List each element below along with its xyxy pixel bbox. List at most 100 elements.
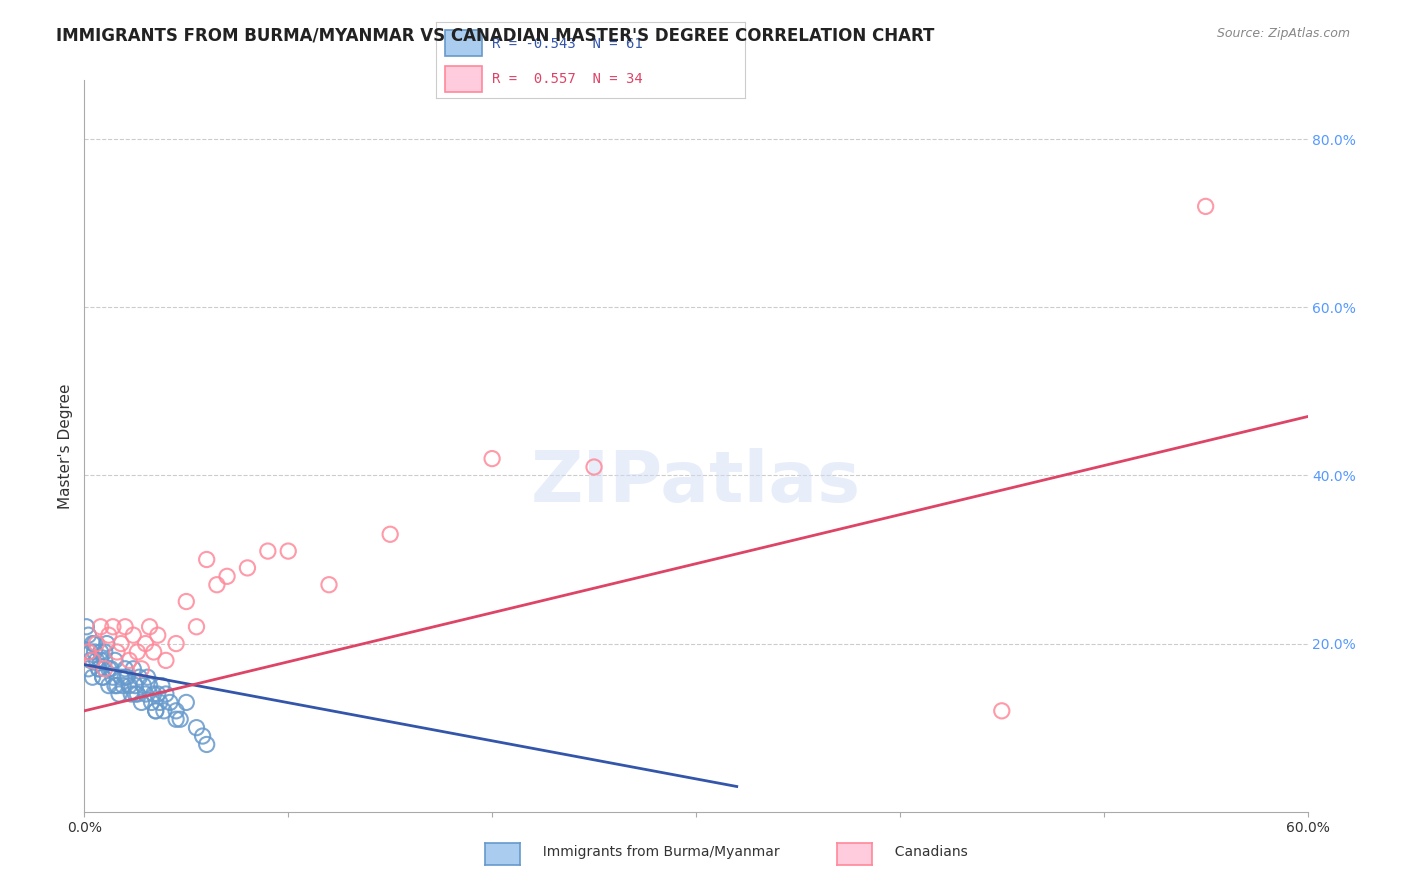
Point	[108, 687, 131, 701]
Point	[176, 594, 198, 608]
Point	[318, 578, 340, 592]
Point	[104, 679, 127, 693]
Point	[186, 721, 208, 735]
Point	[205, 578, 228, 592]
Point	[118, 653, 141, 667]
Point	[93, 653, 117, 667]
Point	[83, 645, 105, 659]
Text: R = -0.543  N = 61: R = -0.543 N = 61	[492, 37, 643, 51]
Text: R =  0.557  N = 34: R = 0.557 N = 34	[492, 72, 643, 87]
Text: Source: ZipAtlas.com: Source: ZipAtlas.com	[1216, 27, 1350, 40]
Point	[127, 645, 149, 659]
Point	[142, 687, 165, 701]
Point	[75, 620, 97, 634]
Point	[176, 695, 198, 709]
Point	[79, 653, 101, 667]
Point	[135, 687, 157, 701]
Point	[124, 687, 146, 701]
Point	[86, 653, 108, 667]
Point	[90, 620, 112, 634]
Point	[131, 662, 153, 676]
Point	[165, 704, 187, 718]
Point	[91, 670, 114, 684]
Point	[100, 662, 122, 676]
Point	[131, 695, 153, 709]
Point	[114, 670, 136, 684]
Point	[165, 636, 187, 650]
Point	[195, 738, 218, 752]
Point	[82, 636, 104, 650]
Point	[87, 662, 110, 676]
Point	[481, 451, 503, 466]
Point	[110, 670, 132, 684]
Point	[169, 712, 191, 726]
Point	[146, 687, 169, 701]
Point	[257, 544, 280, 558]
Point	[141, 695, 163, 709]
Point	[127, 687, 149, 701]
Point	[583, 460, 606, 475]
Point	[97, 679, 120, 693]
Point	[118, 679, 141, 693]
Point	[83, 636, 105, 650]
Point	[145, 704, 167, 718]
Y-axis label: Master's Degree: Master's Degree	[58, 384, 73, 508]
Point	[186, 620, 208, 634]
Point	[97, 662, 120, 676]
Point	[195, 552, 218, 566]
Point	[155, 653, 177, 667]
Point	[124, 679, 146, 693]
Text: ZIPatlas: ZIPatlas	[531, 448, 860, 517]
Point	[93, 645, 117, 659]
Text: Canadians: Canadians	[886, 845, 967, 859]
Point	[110, 636, 132, 650]
Point	[87, 662, 110, 676]
Point	[101, 620, 124, 634]
Point	[112, 679, 135, 693]
Text: Immigrants from Burma/Myanmar: Immigrants from Burma/Myanmar	[534, 845, 780, 859]
FancyBboxPatch shape	[446, 30, 482, 56]
Point	[128, 670, 150, 684]
Point	[277, 544, 299, 558]
Point	[146, 628, 169, 642]
Point	[97, 628, 120, 642]
Point	[77, 628, 100, 642]
Point	[138, 679, 160, 693]
Point	[115, 670, 138, 684]
Point	[77, 662, 100, 676]
Point	[79, 645, 101, 659]
Point	[114, 620, 136, 634]
Point	[150, 679, 173, 693]
Point	[105, 645, 128, 659]
Point	[236, 561, 259, 575]
Point	[165, 712, 187, 726]
Point	[122, 662, 145, 676]
Point	[155, 687, 177, 701]
Point	[82, 670, 104, 684]
Point	[136, 670, 159, 684]
Point	[93, 662, 117, 676]
Point	[122, 628, 145, 642]
Point	[191, 729, 214, 743]
Point	[91, 670, 114, 684]
Point	[101, 670, 124, 684]
Point	[82, 653, 104, 667]
Point	[380, 527, 402, 541]
Point	[114, 662, 136, 676]
Point	[138, 620, 160, 634]
FancyBboxPatch shape	[446, 65, 482, 92]
Point	[77, 645, 100, 659]
Point	[217, 569, 239, 583]
Point	[142, 645, 165, 659]
Point	[145, 704, 167, 718]
Point	[90, 645, 112, 659]
Point	[86, 636, 108, 650]
Point	[153, 704, 176, 718]
Point	[105, 679, 128, 693]
Point	[1195, 199, 1218, 213]
Point	[104, 653, 127, 667]
Point	[149, 695, 172, 709]
Point	[120, 687, 142, 701]
Point	[135, 636, 157, 650]
Point	[991, 704, 1014, 718]
